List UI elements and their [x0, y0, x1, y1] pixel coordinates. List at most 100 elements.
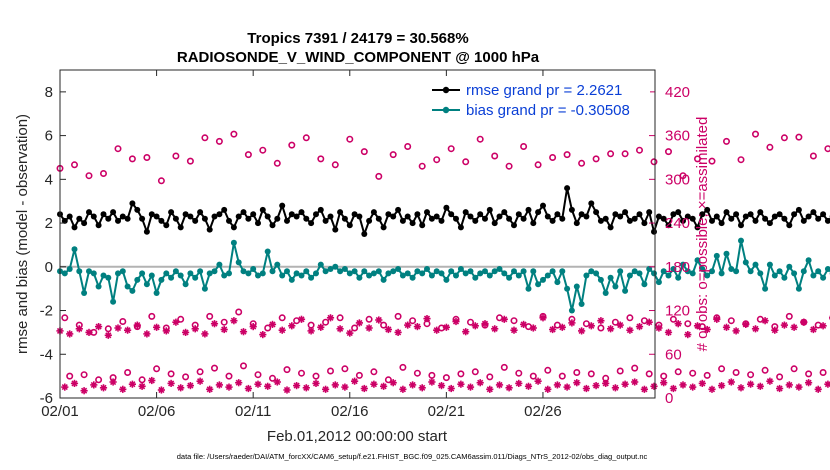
assimilated-obs-point	[249, 323, 257, 331]
rmse-point	[607, 224, 614, 231]
possible-obs-point	[211, 364, 219, 372]
rmse-point	[95, 222, 102, 229]
bias-point	[370, 270, 377, 277]
bias-point	[617, 268, 624, 275]
rmse-point	[303, 215, 310, 222]
assimilated-obs-point	[500, 315, 508, 323]
assimilated-obs-point	[505, 384, 513, 392]
bias-point	[491, 268, 498, 275]
possible-obs-point	[220, 318, 228, 326]
bias-point	[303, 268, 310, 275]
rmse-point	[738, 222, 744, 229]
possible-obs-point	[679, 172, 687, 180]
assimilated-obs-point	[322, 385, 330, 393]
rmse-point	[457, 224, 464, 231]
possible-obs-point	[341, 365, 349, 373]
assimilated-obs-point	[283, 386, 291, 394]
assimilated-obs-point	[182, 328, 190, 336]
possible-obs-point	[751, 130, 759, 138]
y-left-tick-label: 0	[45, 259, 53, 276]
possible-obs-point	[302, 134, 310, 142]
rmse-point	[197, 209, 204, 216]
y-left-tick-label: 8	[45, 84, 53, 101]
assimilated-obs-point	[230, 317, 238, 325]
rmse-point	[540, 202, 546, 209]
possible-obs-point	[819, 368, 827, 376]
rmse-point	[588, 200, 595, 207]
rmse-point	[269, 222, 276, 229]
y-left-tick-label: 4	[45, 171, 53, 188]
bias-point	[781, 274, 788, 281]
possible-obs-point	[317, 155, 325, 163]
rmse-point	[153, 213, 160, 220]
y-right-tick-label: 60	[665, 346, 682, 363]
assimilated-obs-point	[824, 380, 830, 388]
possible-obs-point	[790, 365, 798, 373]
possible-obs-point	[428, 371, 436, 379]
assimilated-obs-point	[606, 325, 615, 333]
bias-point	[684, 268, 691, 275]
bias-point	[332, 263, 339, 270]
possible-obs-point	[259, 146, 267, 154]
possible-obs-point	[114, 145, 122, 153]
assimilated-obs-point	[631, 378, 639, 386]
bias-point	[665, 272, 672, 279]
assimilated-obs-point	[587, 322, 595, 330]
bias-point	[182, 281, 189, 288]
assimilated-obs-point	[302, 384, 310, 392]
rmse-point	[675, 209, 682, 216]
rmse-point	[399, 217, 406, 224]
possible-obs-point	[254, 371, 262, 379]
possible-obs-point	[442, 374, 450, 382]
rmse-point	[815, 215, 822, 222]
bias-point	[375, 268, 382, 275]
rmse-point	[90, 213, 97, 220]
possible-obs-point	[167, 370, 175, 378]
y-left-tick-label: -4	[40, 346, 53, 363]
rmse-point	[728, 215, 735, 222]
legend-box	[428, 76, 650, 122]
bias-point	[564, 285, 571, 292]
possible-obs-point	[61, 314, 69, 322]
bias-point	[356, 274, 363, 281]
assimilated-obs-point	[437, 382, 446, 390]
y-axis-label-left: rmse and bias (model - observation)	[14, 114, 31, 354]
assimilated-obs-point	[800, 318, 808, 326]
bias-point	[327, 266, 334, 272]
x-tick-label: 02/01	[41, 403, 79, 420]
bias-point	[216, 261, 223, 268]
assimilated-obs-point	[669, 384, 678, 393]
assimilated-obs-point	[524, 382, 533, 390]
possible-obs-point	[365, 315, 373, 323]
possible-obs-point	[809, 152, 817, 160]
assimilated-obs-point	[244, 384, 252, 393]
bias-point	[641, 281, 648, 288]
assimilated-obs-point	[722, 323, 731, 331]
assimilated-obs-point	[148, 376, 156, 385]
rmse-point	[317, 206, 324, 213]
possible-obs-point	[616, 367, 624, 375]
bias-point	[752, 261, 759, 268]
rmse-point	[177, 224, 184, 231]
rmse-point	[385, 211, 392, 218]
assimilated-obs-point	[447, 384, 455, 393]
assimilated-obs-point	[660, 379, 668, 387]
rmse-point	[366, 217, 373, 224]
possible-obs-point	[761, 366, 769, 374]
bias-point	[76, 268, 83, 275]
x-tick-label: 02/26	[524, 403, 562, 420]
rmse-point	[713, 213, 720, 220]
rmse-point	[689, 215, 696, 222]
legend-rmse-marker	[442, 86, 450, 94]
assimilated-obs-point	[389, 379, 397, 387]
assimilated-obs-point	[278, 326, 286, 334]
bias-point	[71, 246, 78, 253]
assimilated-obs-point	[611, 384, 620, 392]
possible-obs-point	[273, 159, 281, 167]
y-right-tick-label: 240	[665, 215, 690, 232]
rmse-point	[791, 211, 798, 218]
bias-point	[496, 266, 503, 272]
y-left-tick-label: -2	[40, 303, 53, 320]
x-tick-label: 02/16	[331, 403, 369, 420]
bias-point	[240, 268, 247, 275]
